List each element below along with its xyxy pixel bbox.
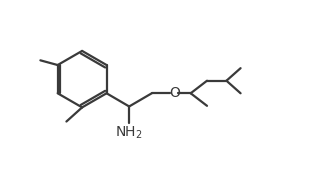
Text: NH$_2$: NH$_2$ (115, 124, 143, 141)
Text: O: O (169, 86, 180, 100)
